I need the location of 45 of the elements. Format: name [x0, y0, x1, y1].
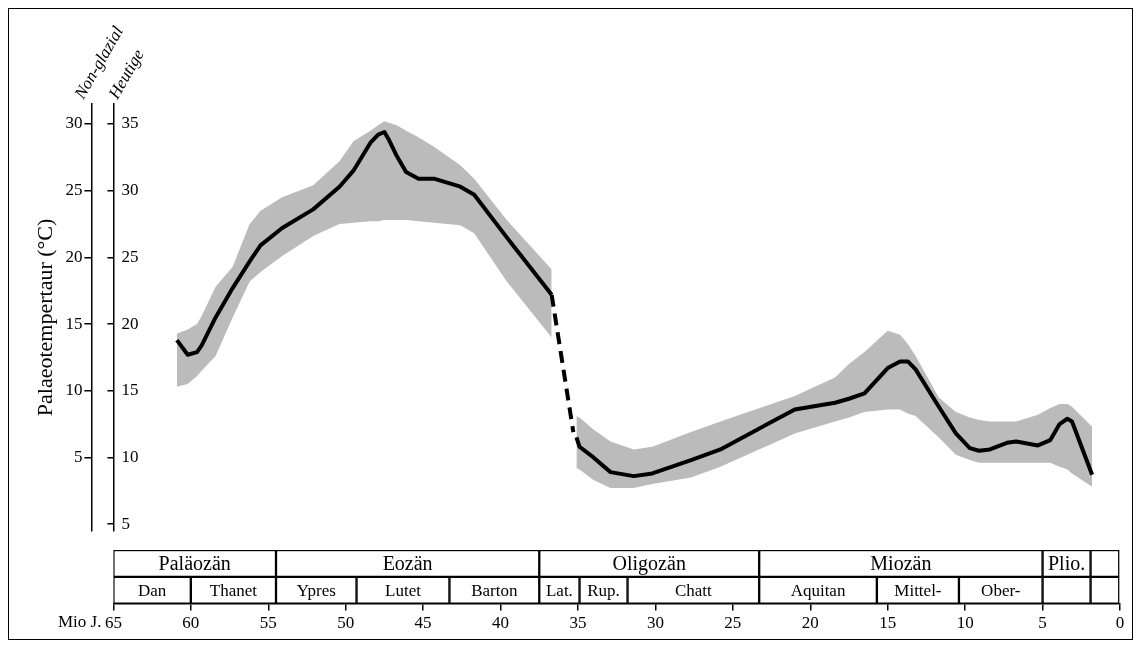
y-tick-label: 15: [65, 313, 83, 333]
series-label: Lutet: [385, 580, 422, 600]
y-axis-title: Palaeotempertaur (°C): [31, 218, 57, 417]
y-tick-label: 5: [73, 446, 83, 466]
y2-tick-label: 20: [121, 313, 139, 333]
series-label: Rup.: [587, 580, 620, 600]
series-label: Plio.: [1047, 551, 1086, 574]
x-tick-label: 10: [956, 613, 974, 633]
x-tick-label: 0: [1115, 613, 1125, 633]
series-label: Dan: [137, 580, 167, 600]
series-label: Lat.: [545, 580, 573, 600]
series-label: Ober-: [981, 580, 1021, 600]
series-label: Ypres: [296, 580, 336, 600]
y2-tick-label: 25: [121, 246, 139, 266]
x-tick-label: 15: [879, 613, 897, 633]
series-label: Oligozän: [612, 551, 686, 575]
x-tick-label: 25: [724, 613, 742, 633]
x-tick-label: 35: [569, 613, 587, 633]
series-label: Thanet: [209, 580, 258, 600]
y2-tick-label: 35: [121, 113, 139, 133]
x-tick-label: 65: [104, 613, 122, 633]
series-label: Eozän: [382, 551, 433, 574]
series-label: Mittel-: [894, 580, 942, 600]
x-tick-label: 55: [259, 613, 277, 633]
y-tick-label: 10: [65, 380, 83, 400]
y2-tick-label: 30: [121, 180, 139, 200]
y-tick-label: 25: [65, 180, 83, 200]
x-tick-label: 5: [1038, 613, 1047, 633]
x-tick-label: 45: [414, 613, 432, 633]
x-tick-label: 50: [337, 613, 355, 633]
x-tick-label: 20: [801, 613, 819, 633]
series-label: Barton: [471, 580, 518, 600]
y2-tick-label: 5: [121, 513, 130, 533]
y2-tick-label: 15: [121, 380, 139, 400]
x-tick-label: 60: [182, 613, 200, 633]
x-tick-label: 30: [646, 613, 664, 633]
x-tick-label: 40: [492, 613, 510, 633]
y-tick-label: 20: [65, 246, 83, 266]
series-label: Chatt: [674, 580, 713, 600]
y-tick-label: 30: [65, 113, 83, 133]
series-label: Paläozän: [158, 551, 231, 574]
y2-tick-label: 10: [121, 446, 139, 466]
x-axis-title: Mio J.: [57, 611, 102, 631]
series-label: Miozän: [870, 551, 932, 574]
series-label: Aquitan: [790, 580, 846, 600]
